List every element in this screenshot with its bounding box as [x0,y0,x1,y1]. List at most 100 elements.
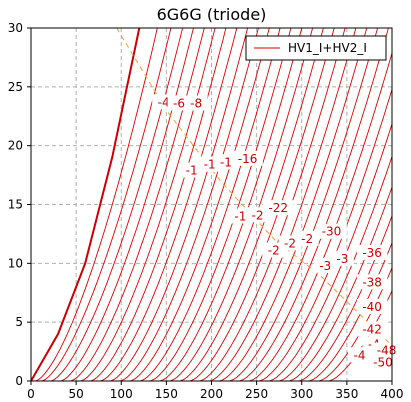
plate-curve [70,28,205,381]
curve-label: -1 [180,162,204,178]
curve-label: -3 [330,250,354,266]
plate-curve [318,266,392,381]
curve-label-text: -22 [268,201,288,215]
curve-label: -50 [367,354,399,370]
load-line [116,28,392,347]
x-tick-label: 200 [200,387,223,401]
curve-label-text: -50 [373,355,393,369]
curve-label-text: -4 [158,95,170,109]
plate-curve [179,28,324,381]
curve-label: -36 [356,244,388,260]
curve-label-bg [316,223,347,239]
y-tick-label: 30 [8,21,23,35]
y-tick-label: 25 [8,80,23,94]
plate-curve [130,28,270,381]
curve-label-text: -38 [362,275,382,289]
curve-label-text: -2 [252,208,264,222]
curve-label: -16 [232,150,263,166]
curve-label-bg [184,95,208,111]
curve-label-text: -16 [238,152,258,166]
legend: HV1_I+HV2_I [245,35,387,61]
chart-title: 6G6G (triode) [157,5,267,24]
curve-label-text: -40 [362,300,382,314]
curve-label-bg [330,250,354,266]
curve-label: -22 [263,200,294,216]
curve-label-bg [356,244,388,260]
curve-label-bg [348,347,372,363]
labels-layer: -4 -6 -8-1 -1 -1 -16-1 -2-22-30-2-2 -2-3-3 -36-3… [152,94,402,370]
curve-label-bg [214,154,238,170]
curve-label: -4 [348,347,372,363]
bold-plate-curve [31,28,141,381]
plate-curve [249,51,392,381]
curve-label-bg [295,230,319,246]
plate-curve [229,28,379,381]
plate-curve [279,155,392,381]
curve-label-text: -4 [354,348,366,362]
legend-label: HV1_I+HV2_I [288,41,367,55]
ticks-layer: 0 50 100 150 200 250 300 350 400 0 5 10 15 20 25 30 [8,21,404,401]
x-tick-label: 150 [155,387,178,401]
curve-label-bg [232,150,263,166]
plate-curve [140,28,281,381]
curve-label: -40 [356,299,388,315]
plate-curve [80,28,216,381]
x-tick-label: 250 [245,387,268,401]
curve-label-text: -42 [362,322,382,336]
x-tick-label: 400 [381,387,404,401]
y-tick-label: 15 [8,198,23,212]
y-tick-label: 0 [15,374,23,388]
y-tick-label: 10 [8,256,23,270]
curve-label: -42 [356,321,388,337]
curve-label-text: -3 [319,259,331,273]
x-tick-label: 100 [110,387,133,401]
plate-curve [189,28,335,381]
curve-label: -48 [371,342,402,358]
curve-label-bg [371,342,402,358]
x-tick-label: 0 [27,387,35,401]
curve-label-bg [180,162,204,178]
curve-label-text: -8 [190,96,202,110]
x-tick-label: 50 [68,387,83,401]
curve-label-text: -1 [220,155,232,169]
curve-label-bg [263,200,294,216]
plate-curve [169,28,314,381]
curve-label-bg [367,354,399,370]
curve-label: -30 [316,223,347,239]
x-tick-label: 300 [290,387,313,401]
curve-label-text: -2 [301,232,313,246]
y-tick-label: 20 [8,139,23,153]
curve-label-text: -30 [322,225,342,239]
plate-curve [219,28,368,381]
plate-curve [90,28,227,381]
curve-label: -2 [295,230,319,246]
curve-label-text: -1 [186,164,198,178]
curve-label-text: -6 [173,96,185,110]
load-line-layer [116,28,392,347]
curve-label: -8 [184,95,208,111]
x-tick-label: 350 [335,387,358,401]
curve-label-bg [356,299,388,315]
plate-curve [120,28,259,381]
plate-curve [60,28,194,381]
curve-label: -1 [214,154,238,170]
plate-curve [35,28,158,381]
y-tick-label: 5 [15,315,23,329]
curve-label-text: -1 [234,209,246,223]
plate-curve [41,28,172,381]
curve-label-text: -2 [268,244,280,258]
curve-label-text: -3 [336,252,348,266]
curve-label-text: -36 [362,246,382,260]
plate-curve [50,28,184,381]
curve-label-bg [356,274,388,290]
curve-label-bg [356,321,388,337]
grid-layer [31,28,392,381]
plate-curve [100,28,238,381]
plate-curve [149,28,292,381]
plate-curve [110,28,249,381]
curve-label-text: -48 [377,344,397,358]
curve-label-text: -2 [284,237,296,251]
curve-label: -38 [356,274,388,290]
curve-label-text: -1 [204,158,216,172]
